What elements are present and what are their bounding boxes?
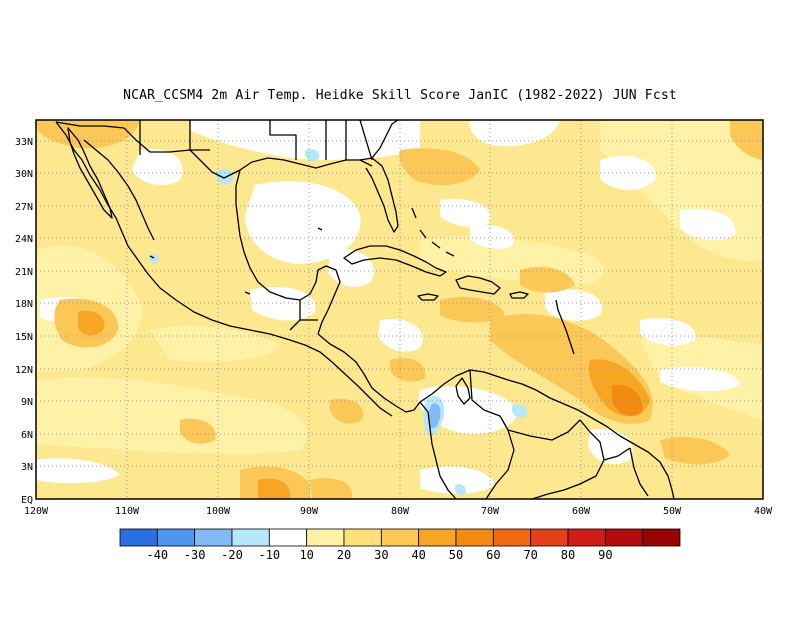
colorbar-label: 30	[374, 548, 388, 562]
colorbar-label: 80	[561, 548, 575, 562]
colorbar-swatch	[343, 528, 382, 547]
lat-label: 24N	[15, 234, 33, 245]
lat-label: 21N	[15, 267, 33, 278]
colorbar-swatch	[119, 528, 158, 547]
lon-label: 120W	[24, 506, 49, 517]
colorbar-swatch	[268, 528, 308, 547]
colorbar-swatch	[306, 528, 345, 547]
colorbar-label: 40	[411, 548, 425, 562]
map-plot-area	[36, 120, 763, 499]
longitude-labels: 120W 110W 100W 90W 80W 70W 60W 50W 40W	[24, 506, 773, 517]
lon-label: 60W	[572, 506, 591, 517]
lat-label: 15N	[15, 332, 33, 343]
colorbar-label: 70	[523, 548, 537, 562]
colorbar-label: -40	[146, 548, 168, 562]
colorbar: -40 -30 -20 -10 10 20 30 40 50 60 70 80 90	[119, 528, 681, 562]
lon-label: 80W	[391, 506, 410, 517]
lon-label: 40W	[754, 506, 773, 517]
coastlines	[55, 120, 675, 499]
lon-label: 100W	[206, 506, 231, 517]
colorbar-label: 60	[486, 548, 500, 562]
colorbar-swatch	[380, 528, 420, 547]
colorbar-swatch	[492, 528, 532, 547]
lat-label: 18N	[15, 299, 33, 310]
colorbar-label: -30	[184, 548, 206, 562]
lat-label: 33N	[15, 137, 33, 148]
colorbar-label: 10	[299, 548, 313, 562]
colorbar-label: 20	[337, 548, 351, 562]
lat-label: 12N	[15, 365, 33, 376]
latitude-labels: EQ 3N 6N 9N 12N 15N 18N 21N 24N 27N 30N …	[15, 137, 33, 506]
lat-label: 9N	[21, 397, 33, 408]
lat-label: 27N	[15, 202, 33, 213]
colorbar-label: -20	[221, 548, 243, 562]
lon-label: 110W	[115, 506, 140, 517]
lon-label: 50W	[663, 506, 682, 517]
lat-label: 3N	[21, 462, 33, 473]
colorbar-swatch	[642, 528, 681, 547]
colorbar-label: -10	[258, 548, 280, 562]
colorbar-swatch	[231, 528, 270, 547]
lon-label: 70W	[481, 506, 500, 517]
lat-label: EQ	[21, 495, 33, 506]
colorbar-label: 90	[598, 548, 612, 562]
lat-label: 30N	[15, 169, 33, 180]
map-frame	[35, 119, 764, 500]
colorbar-swatches	[119, 528, 681, 547]
map-title: NCAR_CCSM4 2m Air Temp. Heidke Skill Sco…	[123, 88, 677, 103]
lon-label: 90W	[300, 506, 319, 517]
colorbar-swatch	[530, 528, 569, 547]
colorbar-swatch	[156, 528, 196, 547]
lat-label: 6N	[21, 430, 33, 441]
colorbar-label: 50	[449, 548, 463, 562]
colorbar-swatch	[567, 528, 606, 547]
colorbar-swatch	[604, 528, 644, 547]
colorbar-swatch	[194, 528, 233, 547]
colorbar-labels: -40 -30 -20 -10 10 20 30 40 50 60 70 80 90	[146, 548, 612, 562]
colorbar-swatch	[418, 528, 457, 547]
colorbar-swatch	[455, 528, 494, 547]
skill-score-field	[36, 120, 763, 499]
